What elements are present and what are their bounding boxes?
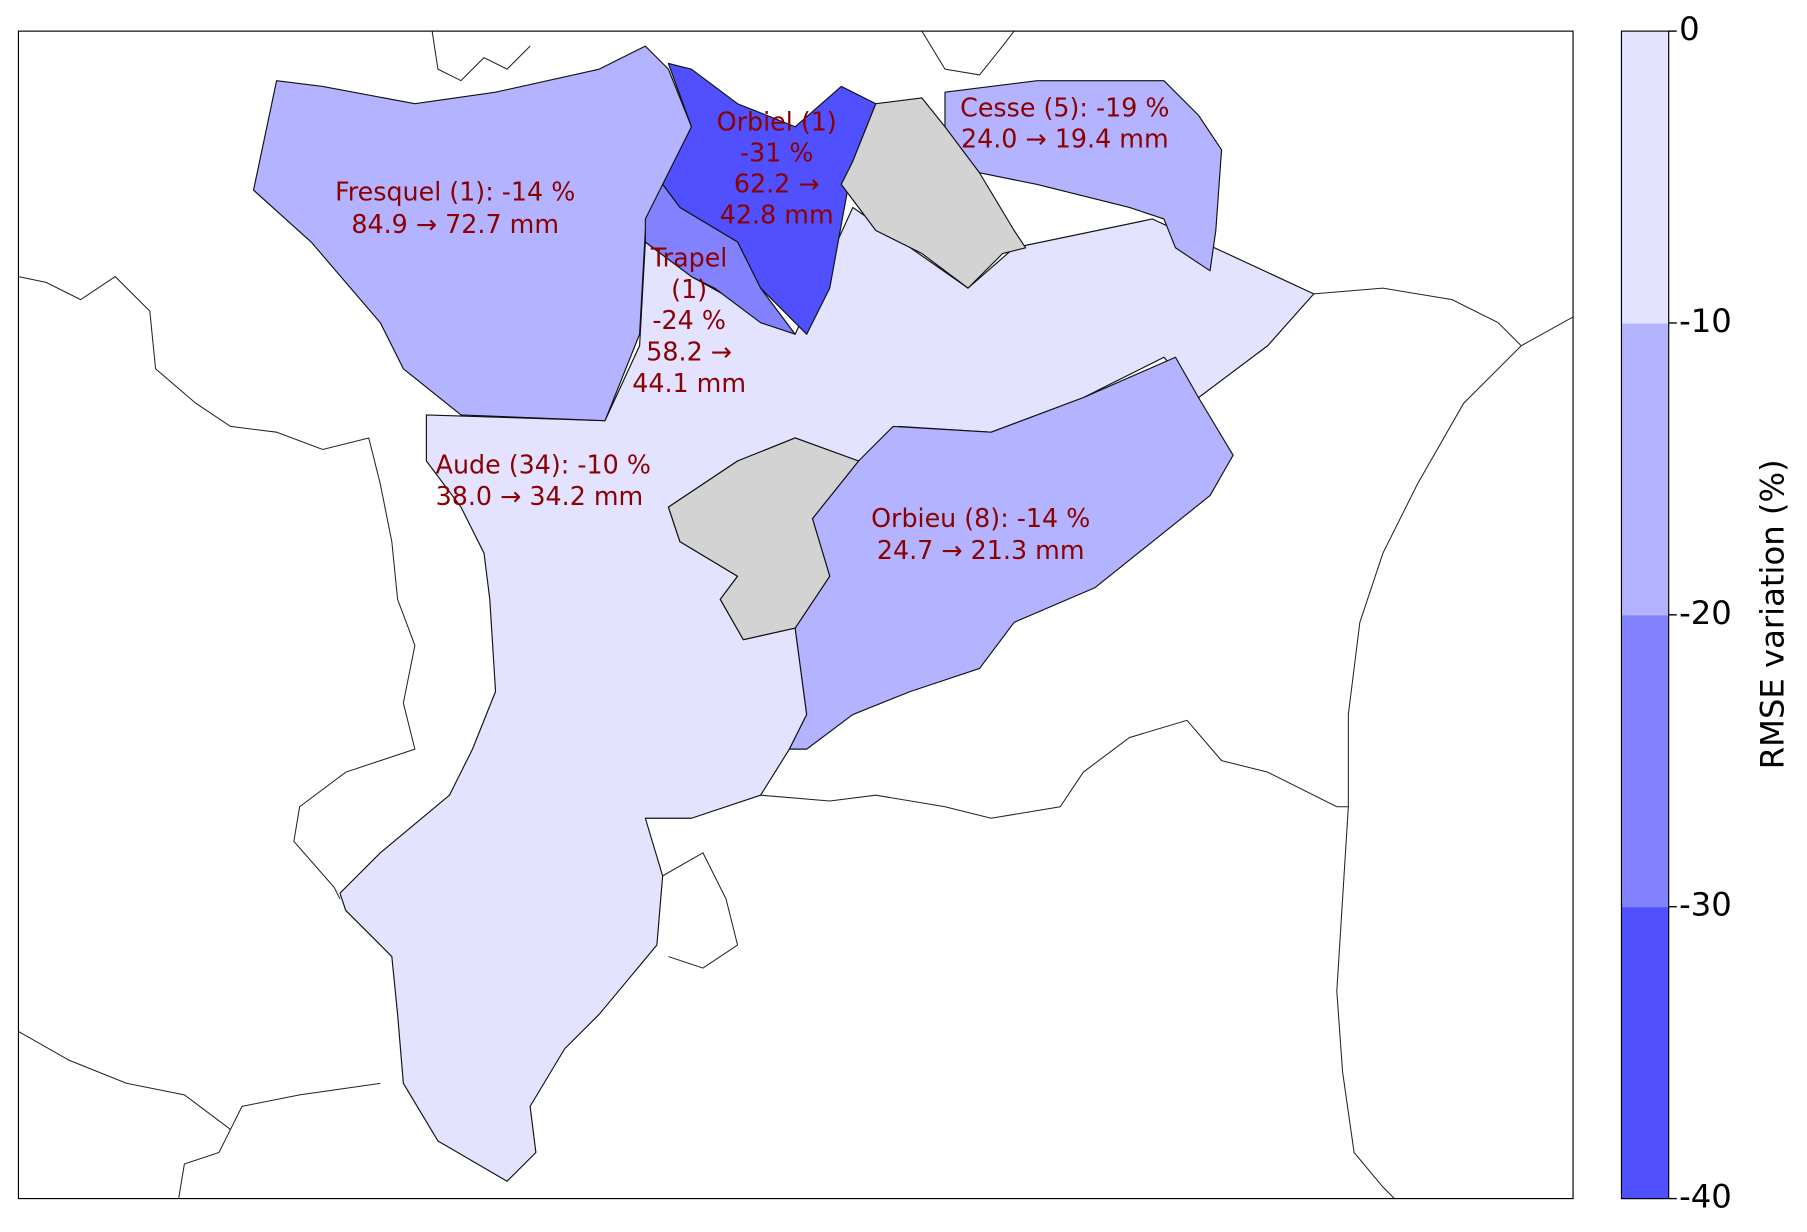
colorbar-tick-label: -20 (1679, 594, 1732, 632)
basin-label: 24.7 → 21.3 mm (877, 535, 1085, 565)
basin-label: 42.8 mm (720, 200, 834, 230)
basin-region (944, 80, 1223, 272)
border-line (431, 31, 531, 82)
colorbar-tick-label: 0 (1679, 10, 1700, 48)
basin-label: Orbiel (1) (717, 106, 837, 136)
labels: Aude (34): -10 %38.0 → 34.2 mm Orbieu (8)… (335, 92, 1169, 565)
colorbar-tick-label: -30 (1679, 886, 1732, 924)
no-data-region (667, 437, 860, 641)
colorbar-label: RMSE variation (%) (1754, 459, 1792, 769)
colorbar-bin (1621, 614, 1669, 908)
border-line (230, 1082, 381, 1130)
colorbar-bin (1621, 31, 1669, 324)
border-line (1336, 316, 1574, 1199)
basin-label: 38.0 → 34.2 mm (436, 481, 644, 511)
basin-label: Trapel (650, 242, 727, 272)
basin-label: Orbieu (8): -14 % (871, 503, 1090, 533)
border-line (662, 852, 739, 969)
border-line (18, 275, 416, 900)
basin-label: 44.1 mm (632, 368, 746, 398)
basin-label: 62.2 → (734, 169, 820, 199)
regions (252, 45, 1315, 1182)
basin-label: Aude (34): -10 % (436, 450, 651, 480)
basin-region (644, 183, 796, 335)
colorbar-bin (1621, 906, 1669, 1200)
basin-label: 24.0 → 19.4 mm (961, 124, 1169, 154)
border-line (760, 719, 1349, 819)
basin-label: -24 % (652, 305, 726, 335)
border-line (18, 1031, 232, 1199)
basin-label: Cesse (5): -19 % (960, 92, 1169, 122)
border-line (1313, 287, 1522, 347)
basin-region (788, 356, 1234, 750)
map-frame (17, 30, 1574, 1200)
colorbar-tick-label: -40 (1679, 1178, 1732, 1216)
colorbar-bin (1621, 322, 1669, 616)
basin-label: (1) (671, 274, 707, 304)
colorbar: 0 -10 -20 -30 -40 (1620, 10, 1732, 1216)
basin-label: Fresquel (1): -14 % (335, 177, 575, 207)
basin-label: 58.2 → (646, 337, 732, 367)
basin-label: 84.9 → 72.7 mm (351, 209, 559, 239)
basin-label: -31 % (740, 137, 814, 167)
no-data-region (840, 97, 1027, 289)
border-line (921, 30, 1015, 76)
colorbar-tick-label: -10 (1679, 302, 1732, 340)
